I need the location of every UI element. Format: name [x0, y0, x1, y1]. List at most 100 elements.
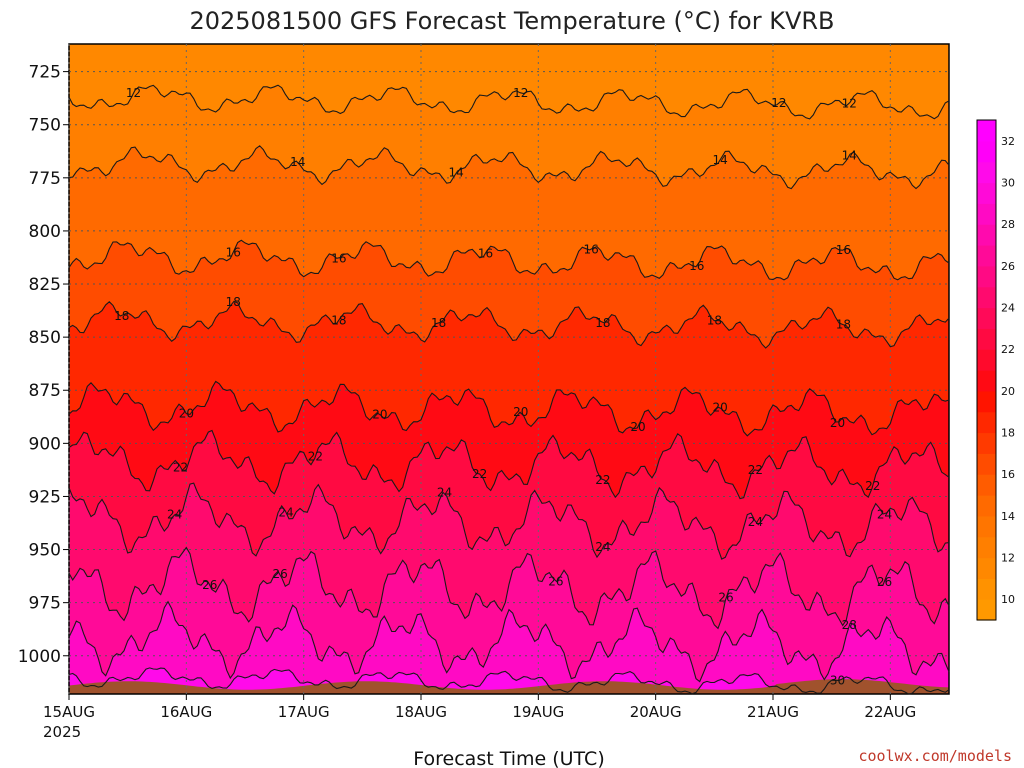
colorbar-segment-10 — [977, 390, 996, 413]
colorbar-segment-2 — [977, 557, 996, 579]
colorbar-tick-12: 12 — [1001, 552, 1015, 565]
y-tick-label-975: 975 — [29, 594, 61, 614]
isotherm-label-14-2: 14 — [713, 153, 728, 167]
y-tick-label-850: 850 — [29, 328, 61, 348]
isotherm-22 — [68, 429, 950, 500]
isotherm-label-18-0: 18 — [114, 309, 129, 323]
isotherm-12 — [68, 84, 950, 120]
isotherm-label-20-3: 20 — [630, 420, 645, 434]
isotherm-label-26-2: 26 — [548, 575, 563, 589]
colorbar-segment-11 — [977, 370, 996, 392]
colorbar-frame — [976, 119, 997, 621]
isotherm-label-16-4: 16 — [689, 259, 704, 273]
chart-title: 2025081500 GFS Forecast Temperature (°C)… — [189, 7, 834, 35]
colorbar-segment-9 — [977, 411, 996, 434]
isotherm-16 — [68, 239, 950, 281]
colorbar-segment-15 — [977, 286, 996, 309]
colorbar-segment-4 — [977, 515, 996, 538]
isotherm-label-16-2: 16 — [478, 246, 493, 260]
isotherm-label-18-6: 18 — [836, 318, 851, 332]
isotherm-20 — [68, 380, 950, 437]
y-tick-label-775: 775 — [29, 169, 61, 189]
x-axis-label: Forecast Time (UTC) — [413, 748, 604, 768]
isotherm-14 — [68, 145, 950, 190]
isotherm-30 — [68, 667, 950, 695]
colorbar-segment-0 — [977, 599, 996, 621]
y-tick-label-750: 750 — [29, 116, 61, 136]
colorbar-tick-20: 20 — [1001, 385, 1015, 398]
isotherm-label-20-5: 20 — [830, 416, 845, 430]
colorbar-segment-19 — [977, 203, 996, 225]
colorbar-segment-14 — [977, 307, 996, 329]
isotherm-label-18-3: 18 — [431, 316, 446, 330]
isotherm-lines — [68, 84, 950, 695]
colorbar: 10 12 14 16 18 20 22 24 26 28 30 32 — [976, 119, 1015, 621]
isotherm-label-22-0: 22 — [173, 460, 188, 474]
y-tick-label-925: 925 — [29, 487, 61, 507]
colorbar-segment-18 — [977, 224, 996, 246]
colorbar-tick-24: 24 — [1001, 302, 1015, 315]
colorbar-segment-6 — [977, 474, 996, 496]
isotherm-label-18-5: 18 — [707, 314, 722, 328]
colorbar-segment-12 — [977, 349, 996, 371]
colorbar-tick-22: 22 — [1001, 343, 1015, 356]
isotherm-label-20-0: 20 — [179, 407, 194, 421]
isotherm-28 — [68, 600, 950, 683]
isotherm-24 — [68, 482, 950, 560]
isotherm-label-26-4: 26 — [877, 575, 892, 589]
y-tick-label-800: 800 — [29, 222, 61, 242]
isotherm-label-30-0: 30 — [830, 674, 845, 688]
colorbar-tick-14: 14 — [1001, 510, 1015, 523]
isotherm-label-26-1: 26 — [273, 567, 288, 581]
isotherm-label-20-2: 20 — [513, 405, 528, 419]
isotherm-label-18-2: 18 — [331, 313, 346, 327]
colorbar-segment-3 — [977, 536, 996, 559]
isotherm-label-22-2: 22 — [472, 467, 487, 481]
y-axis: 725 750 775 800 825 850 875 900 925 950 975 1000 — [18, 63, 69, 667]
x-tick-label-15AUG: 15AUG — [43, 703, 95, 721]
isotherm-label-14-0: 14 — [290, 155, 305, 169]
isotherm-label-24-0: 24 — [167, 508, 182, 522]
isotherm-label-16-5: 16 — [836, 243, 851, 257]
y-tick-label-825: 825 — [29, 275, 61, 295]
isotherm-18 — [68, 300, 950, 349]
isotherm-label-16-1: 16 — [331, 251, 346, 265]
isotherm-labels: 12 12 12 12 14 14 14 14 16 16 16 16 16 16 18 18 18 18 18 18… — [114, 86, 892, 688]
isotherm-label-20-1: 20 — [372, 407, 387, 421]
isotherm-label-26-3: 26 — [718, 591, 733, 605]
isotherm-label-28-0: 28 — [842, 618, 857, 632]
colorbar-segment-17 — [977, 245, 996, 267]
isotherm-label-22-1: 22 — [308, 449, 323, 463]
colorbar-segment-22 — [977, 140, 996, 163]
isotherm-label-22-5: 22 — [865, 479, 880, 493]
isotherm-label-18-1: 18 — [226, 295, 241, 309]
isotherm-label-24-5: 24 — [877, 507, 892, 521]
isotherm-label-12-1: 12 — [513, 86, 528, 100]
isotherm-label-12-2: 12 — [771, 96, 786, 110]
y-tick-label-725: 725 — [29, 63, 61, 83]
y-tick-label-875: 875 — [29, 381, 61, 401]
isotherm-label-22-4: 22 — [748, 463, 763, 477]
isotherm-label-14-3: 14 — [842, 148, 857, 162]
x-tick-label-21AUG: 21AUG — [747, 703, 799, 721]
credit-text: coolwx.com/models — [858, 747, 1012, 765]
isotherm-label-24-2: 24 — [437, 486, 452, 500]
colorbar-segment-8 — [977, 432, 996, 454]
x-tick-label-20AUG: 20AUG — [630, 703, 682, 721]
colorbar-tick-32: 32 — [1001, 135, 1015, 148]
isotherm-label-18-4: 18 — [595, 316, 610, 330]
isotherm-label-24-4: 24 — [748, 515, 763, 529]
isotherm-label-12-0: 12 — [126, 86, 141, 100]
y-tick-label-1000: 1000 — [18, 647, 61, 667]
colorbar-tick-28: 28 — [1001, 218, 1015, 231]
colorbar-tick-18: 18 — [1001, 427, 1015, 440]
ground-surface — [69, 679, 949, 694]
colorbar-segment-16 — [977, 265, 996, 288]
x-axis: 15AUG 16AUG 17AUG 18AUG 19AUG 20AUG 21AUG 22AUG… — [43, 694, 916, 741]
isotherm-label-24-1: 24 — [278, 506, 293, 520]
isotherm-label-26-0: 26 — [202, 578, 217, 592]
isotherm-label-16-0: 16 — [226, 245, 241, 259]
colorbar-tick-30: 30 — [1001, 177, 1015, 190]
colorbar-segment-1 — [977, 578, 996, 600]
